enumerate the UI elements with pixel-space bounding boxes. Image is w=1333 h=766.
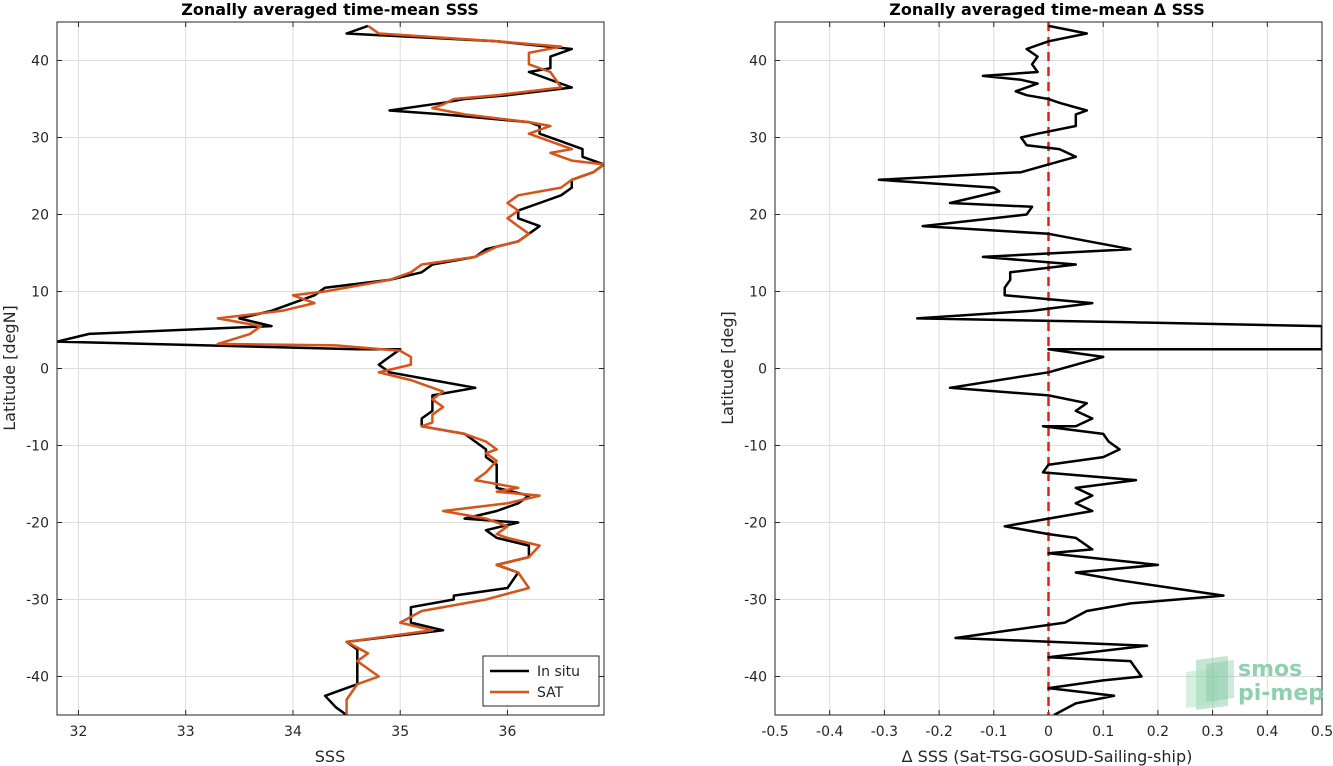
legend-box (482, 655, 600, 707)
x-tick-label: 35 (391, 724, 409, 740)
y-tick-label: 20 (749, 208, 767, 224)
y-tick-label: 0 (40, 362, 49, 378)
y-tick-label: -20 (744, 516, 767, 532)
y-tick-label: 40 (749, 54, 767, 70)
tick-labels: -0.5 -0.4 -0.3 -0.2 -0.1 0 0.1 0.2 0.3 0.4 0.5 -40 -… (744, 22, 1333, 740)
grid (57, 22, 604, 715)
y-tick-label: 0 (758, 362, 767, 378)
y-tick-label: -30 (744, 593, 767, 609)
logo-line-pimep: pi-mep (1238, 681, 1324, 706)
y-tick-label: 30 (749, 131, 767, 147)
sss-chart: Zonally averaged time-mean SSS 32 33 34 35 3… (0, 0, 605, 766)
x-tick-label: -0.3 (871, 724, 898, 740)
x-tick-label: -0.2 (925, 724, 952, 740)
x-axis-label: SSS (315, 747, 345, 766)
x-tick-label: 0.2 (1147, 724, 1169, 740)
chart-title: Zonally averaged time-mean Δ SSS (889, 0, 1205, 19)
y-tick-label: -10 (744, 439, 767, 455)
y-tick-label: -40 (26, 670, 49, 686)
x-tick-label: 0 (1044, 724, 1053, 740)
y-tick-label: -20 (26, 516, 49, 532)
plot-frame (56, 21, 605, 716)
x-tick-label: -0.4 (816, 724, 843, 740)
plot-frame (774, 21, 1323, 716)
y-tick-label: -10 (26, 439, 49, 455)
y-tick-label: -30 (26, 593, 49, 609)
x-tick-label: 0.3 (1201, 724, 1223, 740)
y-tick-label: 10 (749, 285, 767, 301)
y-tick-label: 30 (31, 131, 49, 147)
x-axis-label: Δ SSS (Sat-TSG-GOSUD-Sailing-ship) (902, 747, 1193, 766)
x-tick-label: 36 (499, 724, 517, 740)
series-line-in-situ (57, 24, 604, 715)
y-axis-label: Latitude [deg] (718, 311, 737, 425)
y-tick-label: 20 (31, 208, 49, 224)
smos-pi-mep-logo: smos pi-mep (1186, 656, 1324, 710)
x-tick-label: 33 (177, 724, 195, 740)
legend-label-sat: SAT (537, 685, 564, 701)
series-line-sat (216, 24, 604, 715)
y-axis-label: Latitude [degN] (0, 305, 19, 431)
x-tick-label: 32 (70, 724, 88, 740)
chart-title: Zonally averaged time-mean SSS (181, 0, 479, 19)
y-tick-label: -40 (744, 670, 767, 686)
x-tick-label: -0.5 (761, 724, 788, 740)
series-line-0 (877, 24, 1322, 715)
logo-line-smos: smos (1238, 657, 1302, 682)
y-tick-label: 40 (31, 54, 49, 70)
series-lines (57, 24, 604, 715)
x-tick-label: 0.4 (1256, 724, 1278, 740)
x-tick-label: 0.1 (1092, 724, 1114, 740)
x-tick-label: 34 (284, 724, 302, 740)
legend-label-in-situ: In situ (537, 664, 580, 680)
series-lines (877, 24, 1322, 715)
tick-labels: 32 33 34 35 36 -40 -30 -20 -10 0 10 20 30 40 (26, 22, 604, 740)
x-tick-label: -0.1 (980, 724, 1007, 740)
x-tick-label: 0.5 (1311, 724, 1333, 740)
legend: In situ SAT (482, 655, 600, 707)
y-tick-label: 10 (31, 285, 49, 301)
delta-sss-chart: Zonally averaged time-mean Δ SSS -0.5 -0.… (718, 0, 1333, 766)
